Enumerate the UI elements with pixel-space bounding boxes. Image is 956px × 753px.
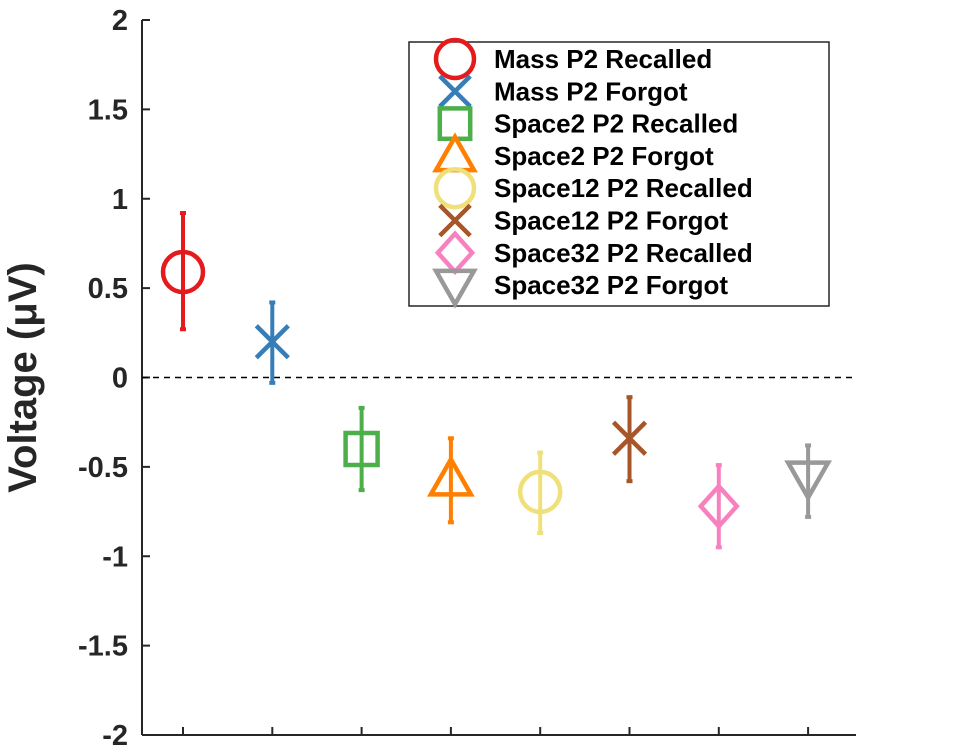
y-tick-label: -1.5 [78, 631, 128, 663]
y-tick-label: -1 [102, 541, 128, 573]
data-points [160, 211, 832, 550]
y-tick-label: 1.5 [88, 94, 128, 126]
data-point-marker [697, 482, 740, 530]
data-point-group [160, 211, 206, 332]
data-point-group [697, 463, 740, 550]
legend-label: Space32 P2 Forgot [494, 270, 728, 300]
legend-marker [438, 74, 472, 109]
y-tick-label: 2 [112, 5, 128, 37]
legend-label: Space12 P2 Forgot [494, 206, 728, 236]
data-point-marker [611, 420, 648, 456]
data-point-marker [427, 454, 475, 497]
data-point-marker [343, 430, 380, 468]
y-tick-label: -0.5 [78, 452, 128, 484]
legend-marker [438, 203, 472, 238]
data-point-group [517, 450, 563, 536]
legend-label: Space12 P2 Recalled [494, 173, 753, 203]
legend-marker [433, 166, 477, 210]
y-tick-label: 0 [112, 363, 128, 395]
legend-entry: Space32 P2 Forgot [432, 268, 728, 309]
data-point-marker [517, 469, 563, 515]
y-tick-label: 1 [112, 184, 128, 216]
legend-entry: Space12 P2 Recalled [433, 166, 753, 210]
y-tick-label: 0.5 [88, 273, 128, 305]
legend-entry: Mass P2 Recalled [433, 37, 712, 81]
legend-label: Space2 P2 Recalled [494, 109, 738, 139]
data-point-group [784, 443, 832, 519]
data-point-group [427, 436, 475, 525]
legend-label: Mass P2 Forgot [494, 76, 688, 106]
legend-entry: Mass P2 Forgot [438, 74, 688, 109]
legend-entry: Space2 P2 Recalled [437, 106, 738, 142]
y-axis-label: Voltage (μV) [1, 262, 45, 492]
data-point-group [254, 300, 290, 385]
legend-marker [433, 37, 477, 81]
legend-box [408, 41, 830, 307]
legend-entry: Space12 P2 Forgot [438, 203, 728, 238]
axes: 2 1.5 1 0.5 0 -0.5 -1 -1.5 -2 [78, 5, 856, 752]
legend-label: Space32 P2 Recalled [494, 238, 753, 268]
y-tick-label: -2 [102, 720, 128, 752]
data-point-group [611, 395, 648, 484]
data-point-marker [784, 460, 832, 503]
legend-label: Space2 P2 Forgot [494, 141, 714, 171]
data-point-marker [160, 249, 206, 295]
legend-marker [432, 268, 478, 309]
legend-label: Mass P2 Recalled [494, 44, 712, 74]
data-point-marker [254, 324, 290, 360]
data-point-group [343, 405, 380, 493]
